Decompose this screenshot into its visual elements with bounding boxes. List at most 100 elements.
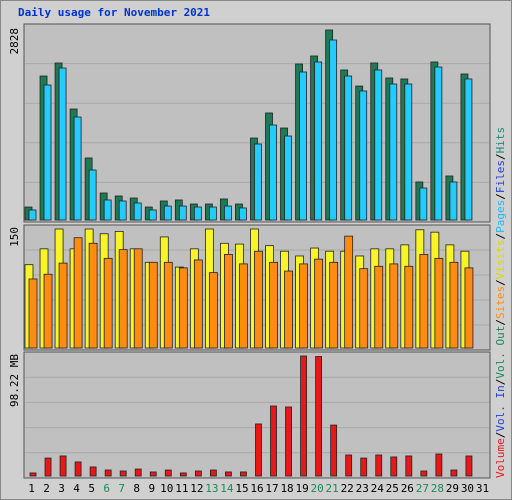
bar xyxy=(404,265,414,349)
x-tick-label: 2 xyxy=(43,482,50,495)
bar xyxy=(299,263,308,349)
bar xyxy=(359,90,368,221)
x-tick-label: 29 xyxy=(446,482,459,495)
x-tick-label: 11 xyxy=(175,482,188,495)
bar xyxy=(208,206,217,221)
bar xyxy=(434,66,443,221)
bar xyxy=(389,263,399,349)
x-tick-label: 16 xyxy=(250,482,263,495)
bar xyxy=(149,471,157,477)
bar xyxy=(269,261,278,349)
bar xyxy=(133,248,143,349)
legend-separator: / xyxy=(494,153,507,160)
bar xyxy=(164,469,172,477)
y-tick-label: 98.22 MB xyxy=(8,354,21,407)
x-tick-label: 6 xyxy=(103,482,110,495)
legend-separator: / xyxy=(494,279,507,286)
bar xyxy=(449,181,458,221)
x-tick-label: 1 xyxy=(28,482,35,495)
x-tick-label: 20 xyxy=(311,482,324,495)
x-tick-label: 25 xyxy=(386,482,399,495)
bar xyxy=(300,355,307,477)
bar xyxy=(254,250,263,349)
legend-item: Pages xyxy=(494,200,507,233)
bar xyxy=(44,457,52,477)
bar xyxy=(74,461,82,477)
x-tick-label: 9 xyxy=(148,482,155,495)
bar xyxy=(73,116,82,221)
bar xyxy=(134,468,142,477)
x-tick-label: 13 xyxy=(205,482,218,495)
bar xyxy=(28,278,38,349)
x-tick-label: 3 xyxy=(58,482,65,495)
bar xyxy=(133,202,142,221)
bar xyxy=(435,453,443,477)
bar xyxy=(419,253,429,349)
bar xyxy=(224,205,232,221)
bar xyxy=(389,83,398,221)
bar xyxy=(344,235,354,349)
legend-item: Vol. Out xyxy=(494,326,507,379)
bar xyxy=(43,84,52,221)
bar xyxy=(208,272,218,349)
bar xyxy=(179,472,187,477)
bar xyxy=(404,83,413,221)
bar xyxy=(284,135,292,221)
legend-item: Volume xyxy=(494,438,507,478)
bar xyxy=(73,237,83,349)
bar xyxy=(359,268,369,349)
bar xyxy=(88,242,98,349)
y-tick-label: 150 xyxy=(8,227,21,247)
bar xyxy=(28,209,37,221)
bar xyxy=(240,471,247,477)
bar xyxy=(465,455,473,477)
bar xyxy=(58,67,67,221)
x-tick-label: 24 xyxy=(371,482,385,495)
x-tick-label: 4 xyxy=(73,482,80,495)
legend-separator: / xyxy=(494,319,507,326)
bar xyxy=(193,259,203,349)
legend-item: Sites xyxy=(494,286,507,319)
x-tick-label: 7 xyxy=(118,482,125,495)
x-tick-label: 26 xyxy=(401,482,414,495)
x-tick-label: 10 xyxy=(160,482,173,495)
side-legend: Volume/Vol. In/Vol. Out/Sites/Visits/Pag… xyxy=(494,127,507,478)
x-tick-label: 18 xyxy=(280,482,293,495)
bar xyxy=(178,267,188,349)
bar xyxy=(285,406,292,477)
bar xyxy=(255,423,262,477)
bar xyxy=(284,270,293,349)
bar xyxy=(239,207,247,221)
chart-title: Daily usage for November 2021 xyxy=(18,6,210,19)
bar xyxy=(254,143,262,221)
bar xyxy=(345,454,353,477)
bar xyxy=(103,199,112,221)
bar xyxy=(239,263,248,349)
bar xyxy=(225,471,232,477)
bar xyxy=(209,469,217,477)
bar xyxy=(58,262,68,349)
x-tick-label: 31 xyxy=(476,482,489,495)
legend-separator: / xyxy=(494,379,507,386)
bar xyxy=(118,200,127,221)
legend-separator: / xyxy=(494,233,507,240)
x-tick-label: 17 xyxy=(265,482,278,495)
bar xyxy=(344,75,353,221)
bar xyxy=(330,424,338,477)
x-tick-label: 5 xyxy=(88,482,95,495)
bar xyxy=(148,261,158,349)
bar xyxy=(270,405,277,477)
x-tick-label: 22 xyxy=(341,482,354,495)
bar xyxy=(88,169,97,221)
bar xyxy=(224,253,233,349)
bar xyxy=(419,187,428,221)
bar xyxy=(390,456,398,477)
x-tick-label: 19 xyxy=(295,482,308,495)
bar xyxy=(450,469,458,477)
x-tick-label: 8 xyxy=(133,482,140,495)
bar xyxy=(420,470,428,477)
x-tick-label: 30 xyxy=(461,482,474,495)
bar xyxy=(360,457,368,477)
bar xyxy=(163,205,172,221)
